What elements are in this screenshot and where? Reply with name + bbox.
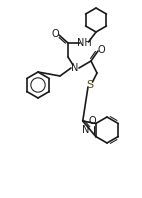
Text: O: O [89,116,97,126]
Text: O: O [52,29,59,38]
Text: N: N [82,125,89,135]
Text: N: N [71,63,79,73]
Text: NH: NH [77,38,91,48]
Text: S: S [86,80,94,90]
Text: O: O [97,45,105,54]
